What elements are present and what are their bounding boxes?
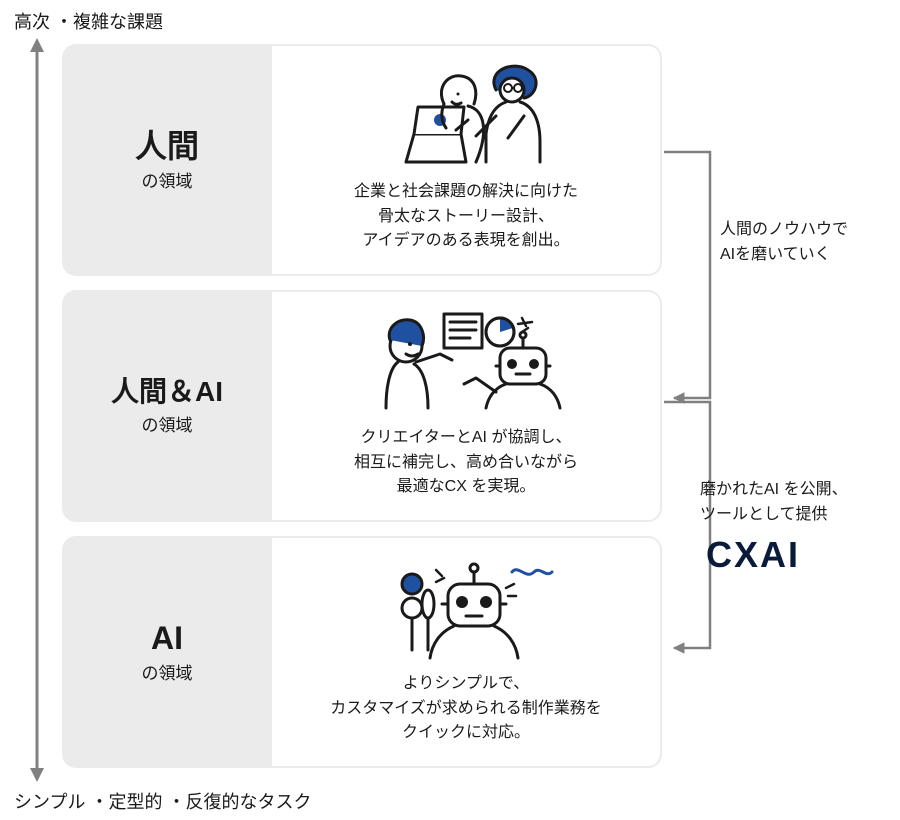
card-title: 人間＆AI — [111, 376, 223, 408]
annot-line: ツールとして提供 — [700, 506, 828, 523]
desc-line: よりシンプルで、 — [403, 675, 530, 692]
axis-label-top: 高次 ・複雑な課題 — [14, 8, 163, 34]
bracket-arrow-2 — [662, 400, 722, 660]
desc-line: 骨太なストーリー設計、 — [378, 208, 554, 225]
annot-line: 人間のノウハウで — [720, 221, 848, 238]
card-desc: よりシンプルで、 カスタマイズが求められる制作業務を クイックに対応。 — [330, 672, 602, 746]
desc-line: カスタマイズが求められる制作業務を — [330, 700, 602, 717]
card-left: 人間＆AI の領域 — [62, 290, 272, 522]
illustration-human — [336, 62, 596, 172]
bracket-arrow-1 — [662, 150, 722, 410]
card-title: 人間 — [135, 128, 199, 165]
desc-line: 企業と社会課題の解決に向けた — [354, 183, 578, 200]
card-sub: の領域 — [142, 411, 193, 436]
card-sub: の領域 — [142, 167, 193, 192]
desc-line: クリエイターとAI が協調し、 — [361, 429, 572, 446]
desc-line: 相互に補完し、高め合いながら — [354, 454, 578, 471]
desc-line: アイデアのある表現を創出。 — [362, 232, 569, 249]
card-right: よりシンプルで、 カスタマイズが求められる制作業務を クイックに対応。 — [272, 536, 662, 768]
card-right: 企業と社会課題の解決に向けた 骨太なストーリー設計、 アイデアのある表現を創出。 — [272, 44, 662, 276]
card-desc: 企業と社会課題の解決に向けた 骨太なストーリー設計、 アイデアのある表現を創出。 — [354, 180, 578, 254]
illustration-human-ai — [336, 308, 596, 418]
card-human: 人間 の領域 — [62, 44, 662, 276]
annotation-2: 磨かれたAI を公開、 ツールとして提供 — [700, 478, 848, 528]
card-sub: の領域 — [142, 659, 193, 684]
annot-line: AIを磨いていく — [720, 246, 831, 263]
cxai-logo: CXAI — [706, 534, 800, 576]
axis-label-bottom: シンプル ・定型的 ・反復的なタスク — [14, 788, 311, 814]
annot-line: 磨かれたAI を公開、 — [700, 481, 848, 498]
annotation-1: 人間のノウハウで AIを磨いていく — [720, 218, 848, 268]
card-title: AI — [151, 620, 183, 657]
card-ai: AI の領域 — [62, 536, 662, 768]
card-left: AI の領域 — [62, 536, 272, 768]
card-left: 人間 の領域 — [62, 44, 272, 276]
axis-arrow — [28, 38, 46, 782]
card-human-ai: 人間＆AI の領域 — [62, 290, 662, 522]
card-stack: 人間 の領域 — [62, 44, 662, 768]
card-desc: クリエイターとAI が協調し、 相互に補完し、高め合いながら 最適なCX を実現… — [354, 426, 578, 500]
card-right: クリエイターとAI が協調し、 相互に補完し、高め合いながら 最適なCX を実現… — [272, 290, 662, 522]
desc-line: 最適なCX を実現。 — [397, 478, 536, 495]
illustration-ai — [336, 554, 596, 664]
desc-line: クイックに対応。 — [402, 724, 530, 741]
